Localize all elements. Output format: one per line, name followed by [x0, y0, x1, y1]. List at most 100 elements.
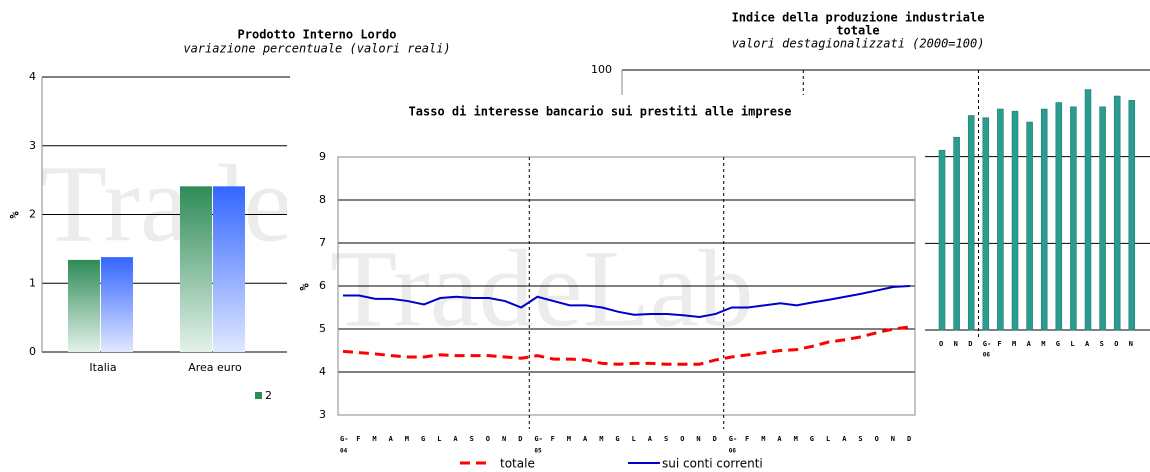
x-tick-label: A	[777, 435, 782, 443]
y-tick-label: 100	[591, 63, 612, 76]
bar	[1070, 106, 1077, 331]
x-tick-label: M	[1012, 340, 1016, 348]
x-tick-label: N	[1129, 340, 1133, 348]
x-tick-label: M	[372, 435, 376, 443]
x-tick-label: N	[891, 435, 895, 443]
x-tick-label: G-	[340, 435, 348, 443]
x-tick-label: A	[842, 435, 847, 443]
x-tick-label: A	[1027, 340, 1032, 348]
chart-produzione: Indice della produzione industrialetotal…	[591, 11, 1150, 359]
x-tick-label: G-	[534, 435, 542, 443]
x-tick-label: Area euro	[188, 361, 242, 374]
y-tick-label: 4	[319, 365, 326, 378]
bar	[1011, 110, 1019, 331]
x-year-label: 04	[340, 448, 348, 455]
y-tick-label: 5	[319, 322, 326, 335]
x-tick-label: N	[954, 340, 958, 348]
x-tick-label: L	[632, 435, 636, 443]
bar	[213, 186, 245, 352]
x-tick-label: F	[551, 435, 555, 443]
x-tick-label: G	[810, 435, 814, 443]
bar	[997, 108, 1004, 331]
y-tick-label: 0	[29, 345, 36, 358]
legend-swatch	[255, 392, 262, 399]
bar	[982, 117, 990, 331]
x-tick-label: A	[583, 435, 588, 443]
x-tick-label: S	[470, 435, 474, 443]
y-axis-label: %	[298, 283, 312, 291]
x-tick-label: F	[356, 435, 360, 443]
bar	[1040, 108, 1048, 331]
bar	[1113, 95, 1121, 331]
bar	[967, 115, 975, 331]
x-tick-label: O	[939, 340, 943, 348]
x-tick-label: N	[502, 435, 506, 443]
plot-border	[337, 156, 916, 416]
bar	[1026, 121, 1033, 331]
bar	[68, 259, 100, 352]
legend-label: 2	[265, 389, 272, 402]
chart-subtitle: totale	[836, 24, 879, 38]
x-tick-label: A	[453, 435, 458, 443]
chart-tasso: TradeLab Tasso di interesse bancario sui …	[287, 95, 925, 472]
y-tick-label: 8	[319, 193, 326, 206]
x-tick-label: F	[997, 340, 1001, 348]
y-tick-label: 6	[319, 279, 326, 292]
y-tick-label: 7	[319, 236, 326, 249]
x-tick-label: M	[599, 435, 603, 443]
chart-title: Prodotto Interno Lordo	[238, 28, 397, 42]
y-tick-label: 9	[319, 150, 326, 163]
x-tick-label: D	[968, 340, 972, 348]
x-tick-label: M	[567, 435, 571, 443]
x-tick-label: G-	[729, 435, 737, 443]
x-tick-label: Italia	[89, 361, 116, 374]
x-tick-label: A	[648, 435, 653, 443]
x-tick-label: M	[794, 435, 798, 443]
bar	[938, 149, 946, 331]
bar	[1055, 102, 1063, 331]
y-tick-label: 4	[29, 70, 36, 83]
y-tick-label: 1	[29, 276, 36, 289]
line-series	[343, 285, 911, 318]
y-tick-label: 3	[319, 408, 326, 421]
y-tick-label: 2	[29, 208, 36, 221]
x-tick-label: L	[826, 435, 830, 443]
x-tick-label: G	[615, 435, 619, 443]
x-tick-label: L	[1070, 340, 1074, 348]
x-tick-label: O	[486, 435, 490, 443]
x-tick-label: S	[1100, 340, 1104, 348]
x-tick-label: S	[664, 435, 668, 443]
chart-note: valori destagionalizzati (2000=100)	[732, 37, 985, 51]
x-tick-label: A	[389, 435, 394, 443]
x-tick-label: L	[437, 435, 441, 443]
legend-label: sui conti correnti	[662, 457, 763, 471]
x-tick-label: G	[421, 435, 425, 443]
bar	[953, 136, 960, 331]
bar	[101, 257, 133, 352]
chart-subtitle: variazione percentuale (valori reali)	[183, 42, 450, 56]
x-tick-label: N	[696, 435, 700, 443]
x-year-label: 06	[983, 352, 991, 359]
x-tick-label: S	[858, 435, 862, 443]
chart-title: Tasso di interesse bancario sui prestiti…	[409, 105, 792, 119]
x-tick-label: M	[1041, 340, 1045, 348]
x-tick-label: O	[680, 435, 684, 443]
legend-label: totale	[500, 457, 535, 471]
y-axis-label: %	[8, 211, 22, 219]
x-tick-label: D	[518, 435, 522, 443]
x-tick-label: O	[875, 435, 879, 443]
x-year-label: 05	[534, 448, 542, 455]
x-tick-label: G-	[983, 340, 991, 348]
y-tick-label: 3	[29, 139, 36, 152]
x-tick-label: M	[405, 435, 409, 443]
bar	[1128, 100, 1136, 331]
x-tick-label: A	[1085, 340, 1090, 348]
watermark: TradeLab	[330, 227, 754, 349]
x-tick-label: M	[761, 435, 765, 443]
bar	[1084, 89, 1092, 331]
x-tick-label: D	[907, 435, 911, 443]
bar	[1099, 106, 1106, 331]
x-tick-label: F	[745, 435, 749, 443]
